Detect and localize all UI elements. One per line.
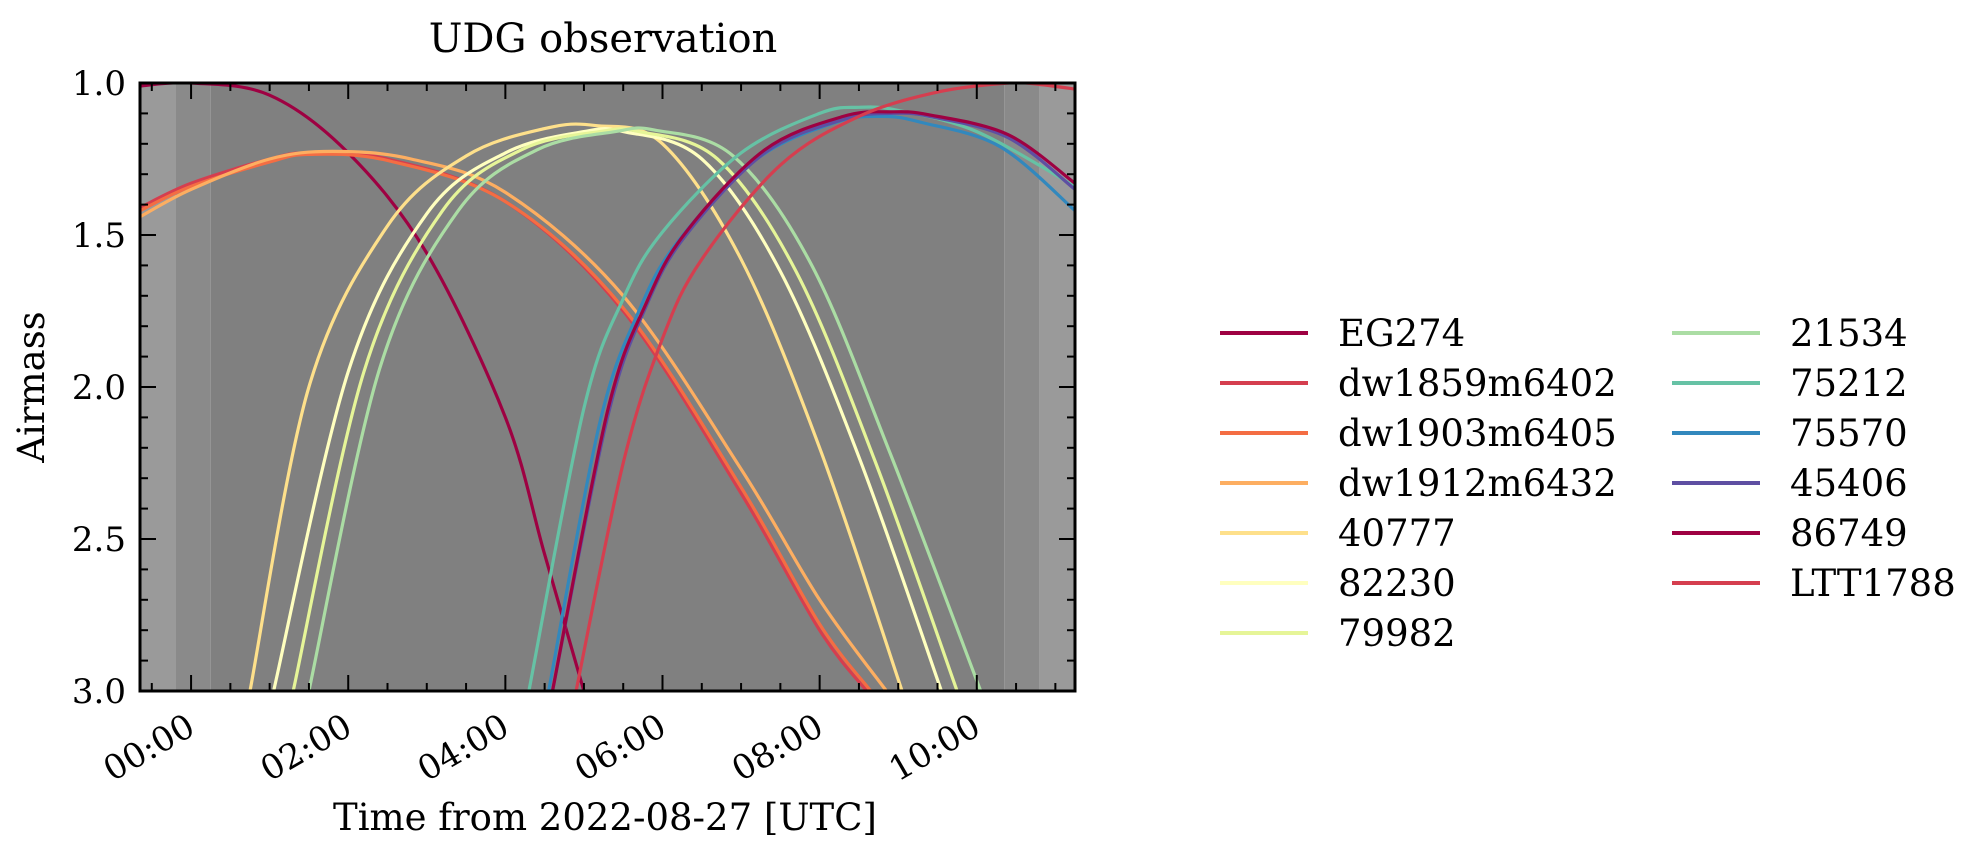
series-line-dw1912m6432 (140, 149, 888, 691)
legend-label: 75212 (1790, 362, 1908, 405)
legend-item: LTT1788 (1672, 562, 1956, 605)
series-line-86749 (550, 110, 1075, 691)
legend-item: dw1859m6402 (1220, 362, 1617, 405)
twilight-bands (140, 83, 1075, 691)
legend-label: 86749 (1790, 512, 1908, 555)
legend-item: 82230 (1220, 562, 1456, 605)
legend-label: 75570 (1790, 412, 1908, 455)
legend-label: dw1859m6402 (1338, 362, 1617, 405)
x-tick-label: 08:00 (725, 706, 830, 790)
legend-label: EG274 (1338, 312, 1465, 355)
series-line-dw1903m6405 (140, 152, 872, 691)
x-tick-label: 02:00 (254, 706, 359, 790)
x-tick-label: 10:00 (882, 706, 987, 790)
legend-item: EG274 (1220, 312, 1465, 355)
y-tick-label: 3.0 (72, 672, 126, 712)
legend: EG274 dw1859m6402 dw1903m6405 dw1912m6432 40… (1220, 312, 1956, 655)
legend-item: 75212 (1672, 362, 1908, 405)
series-line-82230 (272, 127, 943, 691)
series-lines (140, 83, 1075, 691)
twilight-band (210, 83, 1005, 691)
series-line-ltt1788 (574, 83, 1075, 691)
legend-label: 79982 (1338, 612, 1456, 655)
legend-label: 45406 (1790, 462, 1908, 505)
legend-label: 40777 (1338, 512, 1456, 555)
legend-label: LTT1788 (1790, 562, 1956, 605)
x-axis-label: Time from 2022-08-27 [UTC] (333, 796, 877, 839)
twilight-band (1004, 83, 1040, 691)
legend-item: dw1903m6405 (1220, 412, 1617, 455)
legend-label: 82230 (1338, 562, 1456, 605)
chart-title: UDG observation (429, 16, 778, 62)
y-tick-label: 2.5 (72, 520, 126, 560)
y-tick-label: 2.0 (72, 368, 126, 408)
legend-label: dw1912m6432 (1338, 462, 1617, 505)
legend-item: 79982 (1220, 612, 1456, 655)
legend-item: 40777 (1220, 512, 1456, 555)
x-tick-label: 06:00 (568, 706, 673, 790)
series-line-21534 (307, 126, 983, 691)
legend-label: 21534 (1790, 312, 1908, 355)
y-tick-label: 1.5 (72, 216, 126, 256)
legend-item: 21534 (1672, 312, 1908, 355)
series-line-40777 (248, 122, 904, 691)
twilight-band (175, 83, 211, 691)
y-tick-label: 1.0 (72, 64, 126, 104)
legend-item: 86749 (1672, 512, 1908, 555)
x-tick-label: 00:00 (97, 706, 202, 790)
legend-label: dw1903m6405 (1338, 412, 1617, 455)
legend-item: dw1912m6432 (1220, 462, 1617, 505)
legend-item: 75570 (1672, 412, 1908, 455)
legend-item: 45406 (1672, 462, 1908, 505)
series-line-79982 (291, 127, 959, 691)
y-axis-label: Airmass (10, 311, 53, 463)
plot-frame (138, 81, 1077, 693)
x-tick-label: 04:00 (411, 706, 516, 790)
